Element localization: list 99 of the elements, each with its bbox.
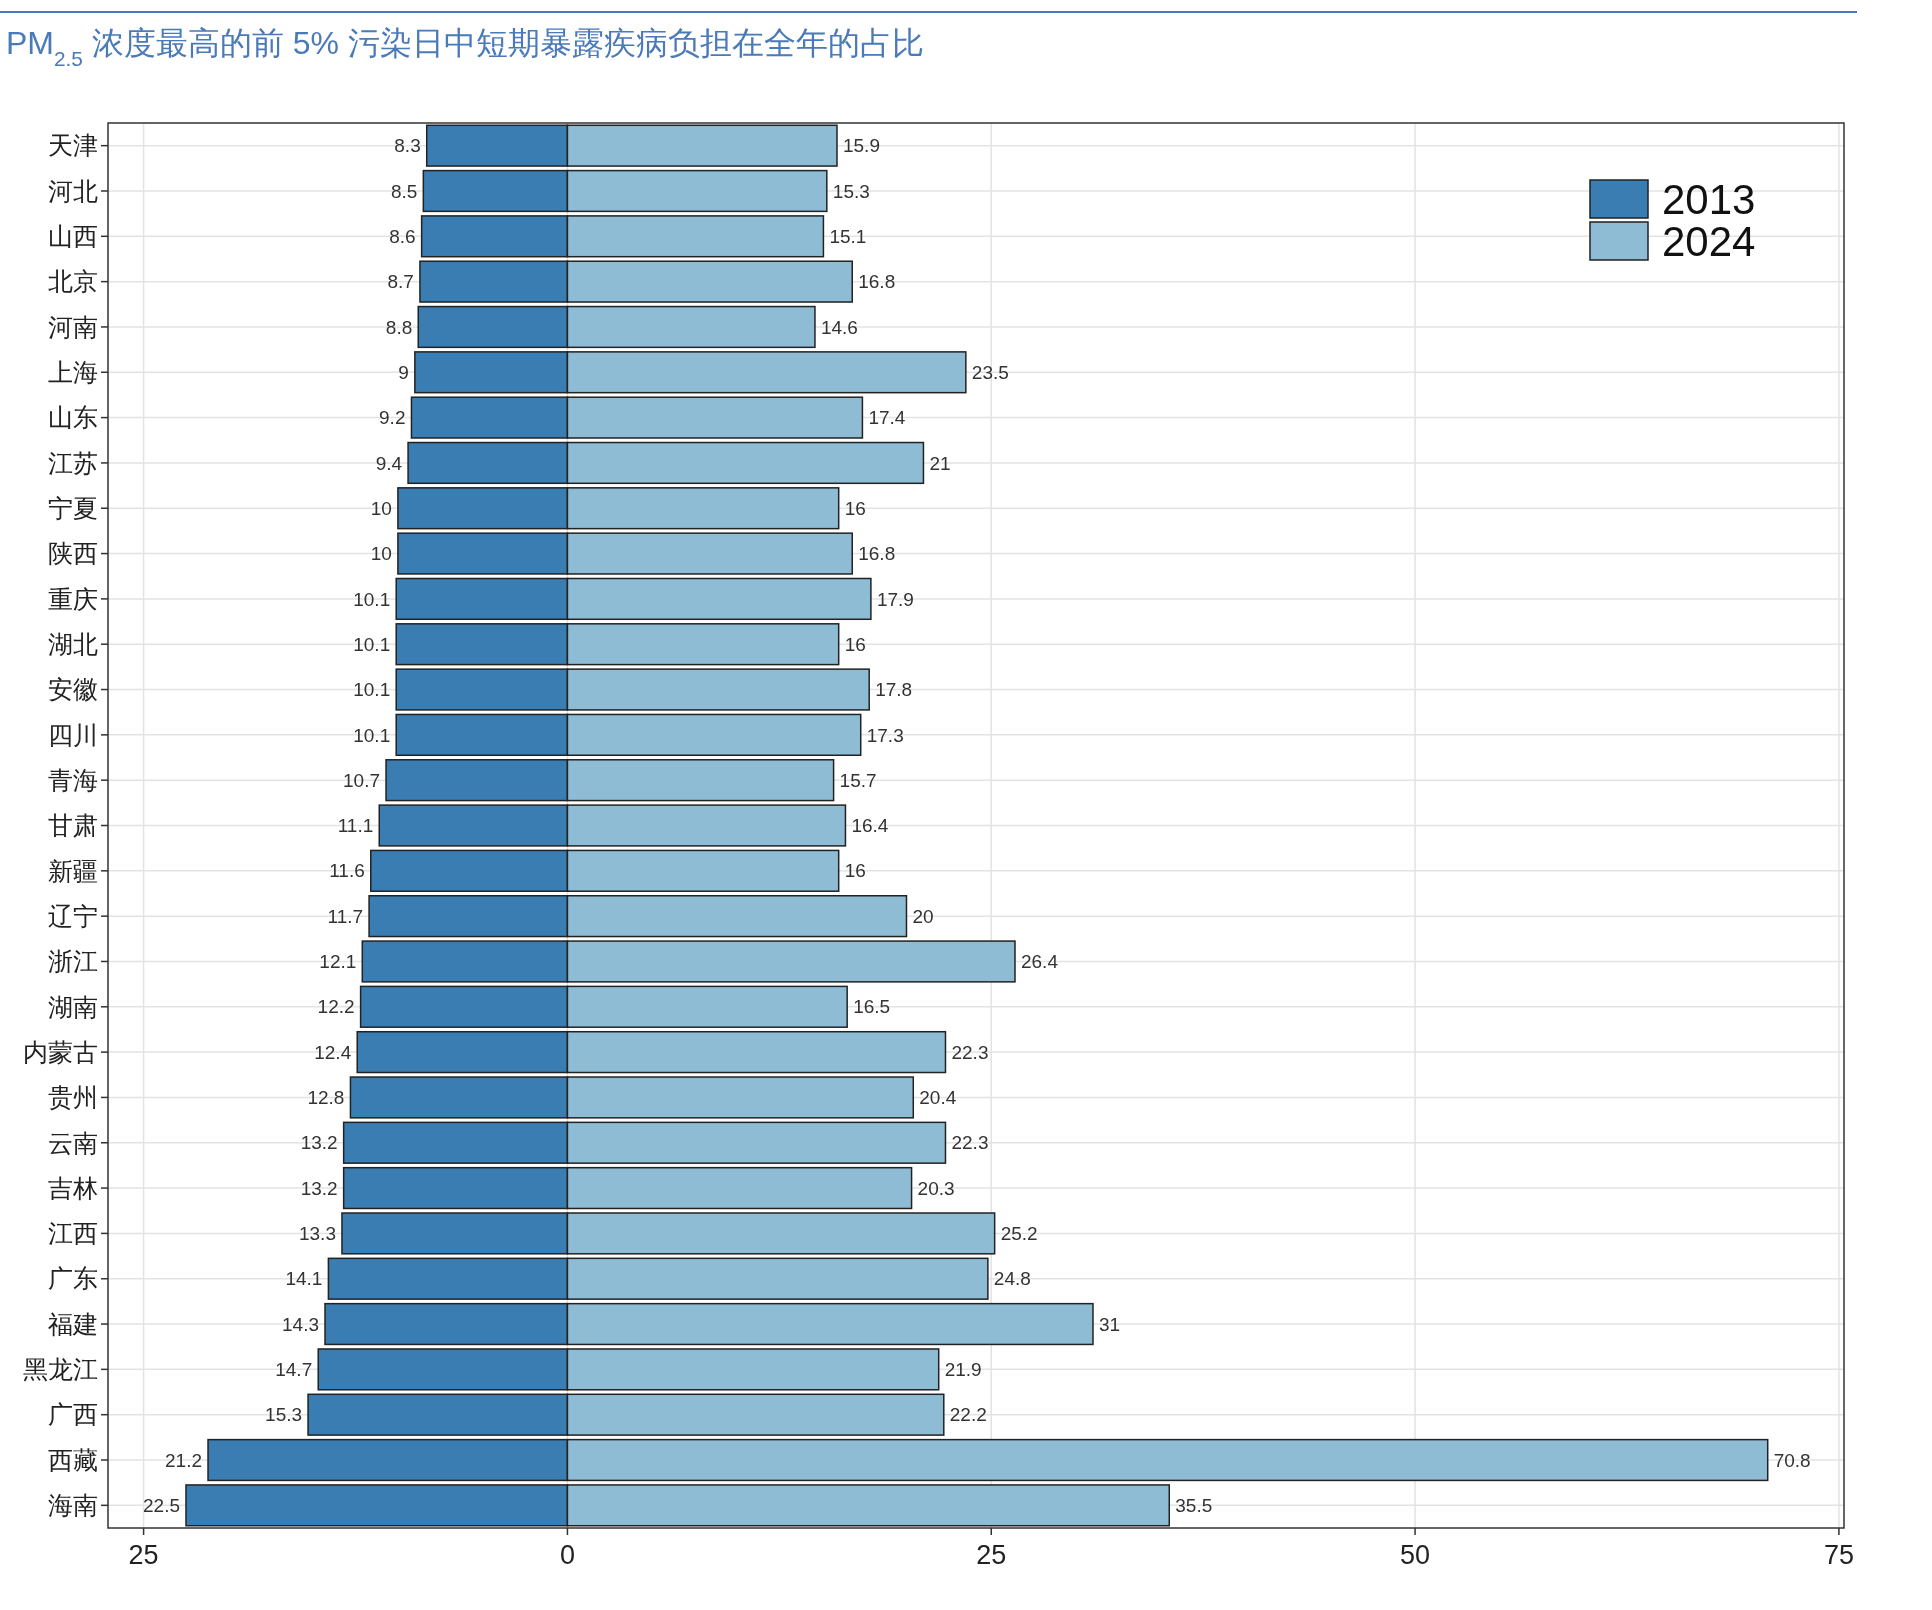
data-label: 15.3 <box>832 180 870 202</box>
data-label: 12.8 <box>307 1087 345 1109</box>
chart-title: PM$_{2.5}$ 浓度最高的前 5% 污染日中短期暴露疾病负担在全年的占比 <box>6 25 924 70</box>
y-tick-label: 福建 <box>48 1309 98 1338</box>
data-label: 22.2 <box>949 1404 987 1426</box>
data-label: 8.6 <box>389 225 416 247</box>
y-tick-label: 湖北 <box>48 629 98 658</box>
y-tick-label: 山西 <box>48 222 98 251</box>
data-label: 26.4 <box>1020 951 1059 973</box>
y-tick-label: 重庆 <box>48 584 98 613</box>
data-label: 16.4 <box>851 815 889 837</box>
data-label: 31 <box>1098 1313 1121 1335</box>
x-tick-label: 25 <box>976 1540 1007 1570</box>
data-label: 9.4 <box>375 452 403 474</box>
data-label: 10.1 <box>353 633 391 655</box>
y-tick-label: 吉林 <box>48 1173 98 1202</box>
y-tick-label: 河北 <box>48 176 98 205</box>
data-label: 13.2 <box>300 1132 338 1154</box>
y-tick-label: 天津 <box>48 131 98 160</box>
data-label: 16 <box>844 860 866 882</box>
data-label: 10 <box>370 543 392 565</box>
y-tick-label: 上海 <box>48 358 98 387</box>
data-label: 24.8 <box>993 1268 1031 1290</box>
y-tick-label: 江苏 <box>48 448 98 477</box>
data-label: 35.5 <box>1175 1494 1213 1516</box>
data-label: 15.7 <box>839 769 877 791</box>
y-tick-label: 海南 <box>48 1491 98 1520</box>
data-label: 11.6 <box>329 860 365 882</box>
data-label: 10.1 <box>353 679 391 701</box>
data-label: 16 <box>844 633 866 655</box>
y-tick-label: 宁夏 <box>48 493 98 522</box>
data-label: 22.5 <box>143 1494 180 1516</box>
data-label: 21.2 <box>165 1449 203 1471</box>
y-tick-label: 陕西 <box>48 539 98 568</box>
data-label: 12.1 <box>319 951 357 973</box>
x-tick-label: 0 <box>559 1540 575 1570</box>
data-label: 14.1 <box>285 1268 323 1290</box>
y-tick-label: 广东 <box>48 1264 98 1293</box>
data-label: 21.9 <box>944 1359 982 1381</box>
y-tick-label: 四川 <box>48 720 98 749</box>
data-label: 10 <box>370 497 392 519</box>
data-label: 14.7 <box>275 1359 313 1381</box>
y-tick-label: 广西 <box>48 1400 98 1429</box>
data-label: 25.2 <box>1000 1223 1038 1245</box>
data-label: 21 <box>929 452 951 474</box>
y-tick-label: 青海 <box>48 765 98 794</box>
data-label: 15.3 <box>265 1404 303 1426</box>
data-label: 17.8 <box>875 679 913 701</box>
y-tick-label: 新疆 <box>48 856 98 885</box>
data-label: 13.3 <box>298 1223 336 1245</box>
y-tick-label: 西藏 <box>48 1445 98 1474</box>
y-tick-label: 湖南 <box>48 992 98 1021</box>
data-label: 10.7 <box>343 769 381 791</box>
data-label: 15.1 <box>829 225 867 247</box>
x-tick-label: 25 <box>128 1540 159 1570</box>
data-label: 8.8 <box>385 316 413 338</box>
data-label: 17.4 <box>868 407 906 429</box>
data-label: 16.8 <box>858 271 896 293</box>
y-tick-label: 内蒙古 <box>23 1037 98 1066</box>
data-label: 11.7 <box>327 905 364 927</box>
data-label: 17.3 <box>866 724 904 746</box>
y-tick-label: 黑龙江 <box>23 1355 98 1384</box>
data-label: 10.1 <box>353 588 391 610</box>
data-label: 12.4 <box>314 1041 352 1063</box>
data-label: 8.3 <box>394 135 421 157</box>
data-label: 17.9 <box>876 588 914 610</box>
y-tick-label: 安徽 <box>48 675 98 704</box>
data-label: 9.2 <box>379 407 406 429</box>
data-label: 20 <box>912 905 934 927</box>
data-label: 8.5 <box>390 180 418 202</box>
x-tick-label: 50 <box>1400 1540 1431 1570</box>
y-tick-label: 甘肃 <box>48 811 98 840</box>
y-tick-label: 贵州 <box>48 1083 98 1112</box>
data-label: 16 <box>844 497 866 519</box>
data-label: 22.3 <box>951 1041 989 1063</box>
y-tick-label: 江西 <box>48 1219 98 1248</box>
data-label: 22.3 <box>951 1132 989 1154</box>
y-tick-label: 浙江 <box>48 947 98 976</box>
data-label: 20.3 <box>917 1177 955 1199</box>
data-label: 9 <box>398 361 409 383</box>
x-tick-label: 75 <box>1823 1540 1854 1570</box>
y-tick-label: 辽宁 <box>48 901 98 930</box>
data-label: 16.8 <box>858 543 896 565</box>
data-label: 10.1 <box>353 724 391 746</box>
y-tick-label: 河南 <box>48 312 98 341</box>
y-tick-label: 云南 <box>48 1128 98 1157</box>
data-label: 12.2 <box>317 996 355 1018</box>
data-label: 14.6 <box>820 316 858 338</box>
data-label: 23.5 <box>971 361 1009 383</box>
data-label: 20.4 <box>919 1087 957 1109</box>
data-label: 16.5 <box>853 996 891 1018</box>
data-label: 14.3 <box>282 1313 319 1335</box>
data-label: 15.9 <box>842 135 880 157</box>
y-tick-label: 北京 <box>48 267 98 296</box>
data-label: 8.7 <box>387 271 414 293</box>
data-label: 11.1 <box>337 815 374 837</box>
data-label: 13.2 <box>300 1177 338 1199</box>
y-tick-label: 山东 <box>48 403 98 432</box>
data-label: 70.8 <box>1773 1449 1811 1471</box>
